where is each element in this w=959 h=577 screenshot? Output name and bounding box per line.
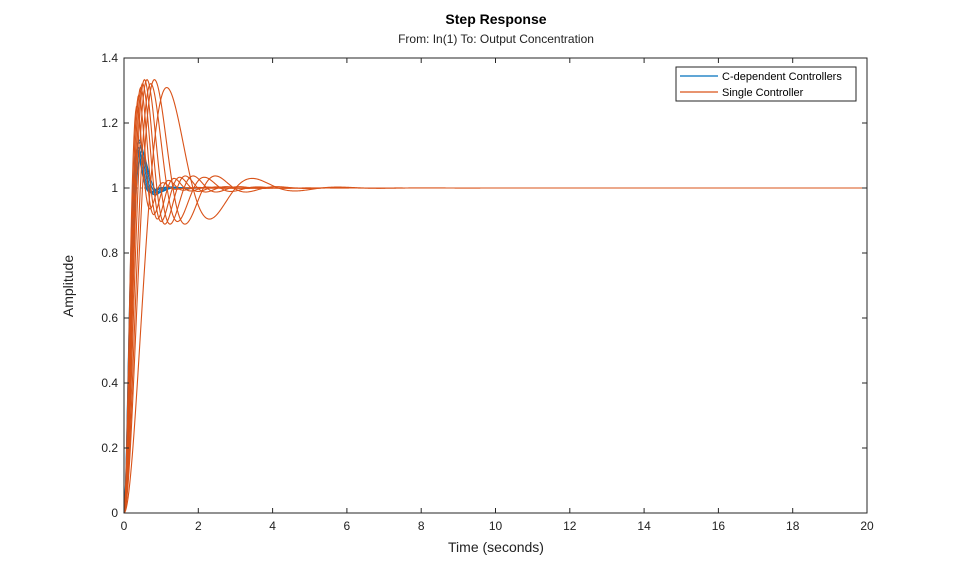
y-tick-label: 0 [111,506,118,520]
legend-entry-c-dependent: C-dependent Controllers [722,71,842,83]
y-tick-label: 1.4 [101,51,118,65]
plot-area: 0 2 4 6 8 10 12 14 16 18 20 0 0.2 0.4 0.6 0.8 1 1.2 1.4 [101,51,874,533]
y-tick-label: 0.6 [101,311,118,325]
plot-background [124,58,867,513]
x-tick-label: 8 [418,519,425,533]
x-tick-label: 0 [121,519,128,533]
legend-box [675,66,857,102]
chart-title: Step Response [445,11,546,27]
x-tick-label: 14 [637,519,651,533]
x-tick-label: 16 [712,519,726,533]
y-tick-label: 1 [111,181,118,195]
x-tick-label: 4 [269,519,276,533]
x-tick-label: 2 [195,519,202,533]
chart-subtitle: From: In(1) To: Output Concentration [398,32,594,46]
x-tick-label: 6 [344,519,351,533]
x-tick-label: 18 [786,519,800,533]
y-tick-label: 0.8 [101,246,118,260]
legend-entry-single: Single Controller [722,87,804,99]
x-axis-label: Time (seconds) [448,539,544,555]
single-controller-response-curve-8 [123,86,867,514]
y-tick-label: 0.2 [101,441,118,455]
y-axis-label: Amplitude [60,255,76,317]
x-tick-label: 10 [489,519,503,533]
x-tick-label: 20 [860,519,874,533]
y-tick-label: 1.2 [101,116,118,130]
x-tick-label: 12 [563,519,577,533]
y-tick-label: 0.4 [101,376,118,390]
legend[interactable]: C-dependent Controllers Single Controlle… [675,66,857,102]
